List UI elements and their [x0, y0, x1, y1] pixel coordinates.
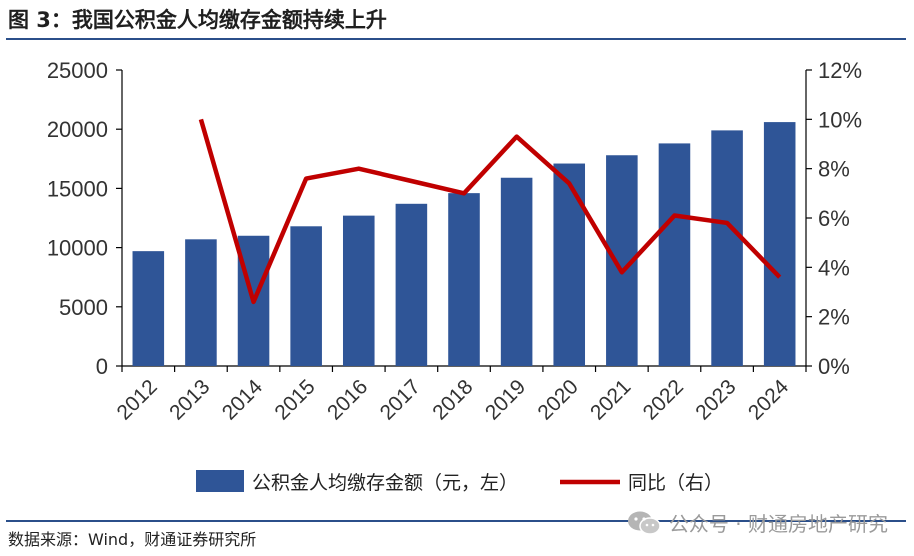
y-left-tick-label: 20000: [47, 117, 108, 142]
legend-label-bar: 公积金人均缴存金额（元，左）: [252, 472, 518, 494]
bar: [553, 163, 586, 366]
bar: [658, 143, 691, 366]
x-tick-label: 2020: [533, 375, 582, 424]
y-left-tick-label: 10000: [47, 236, 108, 261]
y-right-tick-label: 8%: [818, 157, 850, 182]
bar: [448, 193, 480, 366]
bar: [185, 239, 217, 366]
bar: [132, 251, 165, 366]
source-note: 数据来源：Wind，财通证券研究所: [8, 530, 257, 549]
x-tick-label: 2019: [481, 375, 530, 424]
y-right-tick-label: 6%: [818, 206, 850, 231]
y-left-tick-label: 25000: [47, 58, 108, 83]
y-right-tick-label: 4%: [818, 255, 850, 280]
watermark: 公众号 · 财通房地产研究: [627, 508, 888, 537]
x-tick-label: 2018: [428, 375, 477, 424]
bar: [395, 203, 428, 366]
y-right-tick-label: 12%: [818, 58, 862, 83]
y-right-tick-label: 2%: [818, 305, 850, 330]
y-left-tick-label: 15000: [47, 176, 108, 201]
x-tick-label: 2015: [270, 375, 319, 424]
bar: [342, 215, 375, 366]
watermark-text: 公众号 · 财通房地产研究: [668, 512, 888, 536]
bar: [711, 130, 743, 366]
line-series-yoy: [198, 118, 782, 305]
x-tick-label: 2022: [639, 375, 688, 424]
wechat-icon: [627, 511, 661, 535]
x-tick-label: 2014: [218, 375, 268, 425]
legend-label-line: 同比（右）: [628, 472, 723, 494]
legend-swatch-bar: [196, 470, 244, 492]
bar: [763, 122, 796, 366]
x-tick-label: 2024: [744, 375, 794, 425]
y-right-tick-label: 0%: [818, 354, 850, 379]
plot-area: 0 5000 10000 15000 20000 25000 0% 2% 4% 6% 8% 10% 12…: [47, 58, 862, 425]
title-divider: [6, 38, 906, 40]
legend: 公积金人均缴存金额（元，左） 同比（右）: [196, 470, 723, 494]
x-tick-label: 2017: [376, 375, 425, 424]
x-tick-label: 2012: [113, 375, 162, 424]
bar: [500, 177, 533, 366]
x-tick-label: 2021: [586, 375, 635, 424]
y-left-tick-label: 0: [96, 354, 108, 379]
x-tick-label: 2016: [323, 375, 372, 424]
x-tick-label: 2013: [165, 375, 214, 424]
y-left-tick-label: 5000: [59, 295, 108, 320]
y-right-tick-label: 10%: [818, 107, 862, 132]
bar: [290, 226, 322, 366]
chart-title: 图 3：我国公积金人均缴存金额持续上升: [8, 8, 387, 32]
x-tick-label: 2023: [691, 375, 740, 424]
footer-divider: [6, 520, 906, 522]
